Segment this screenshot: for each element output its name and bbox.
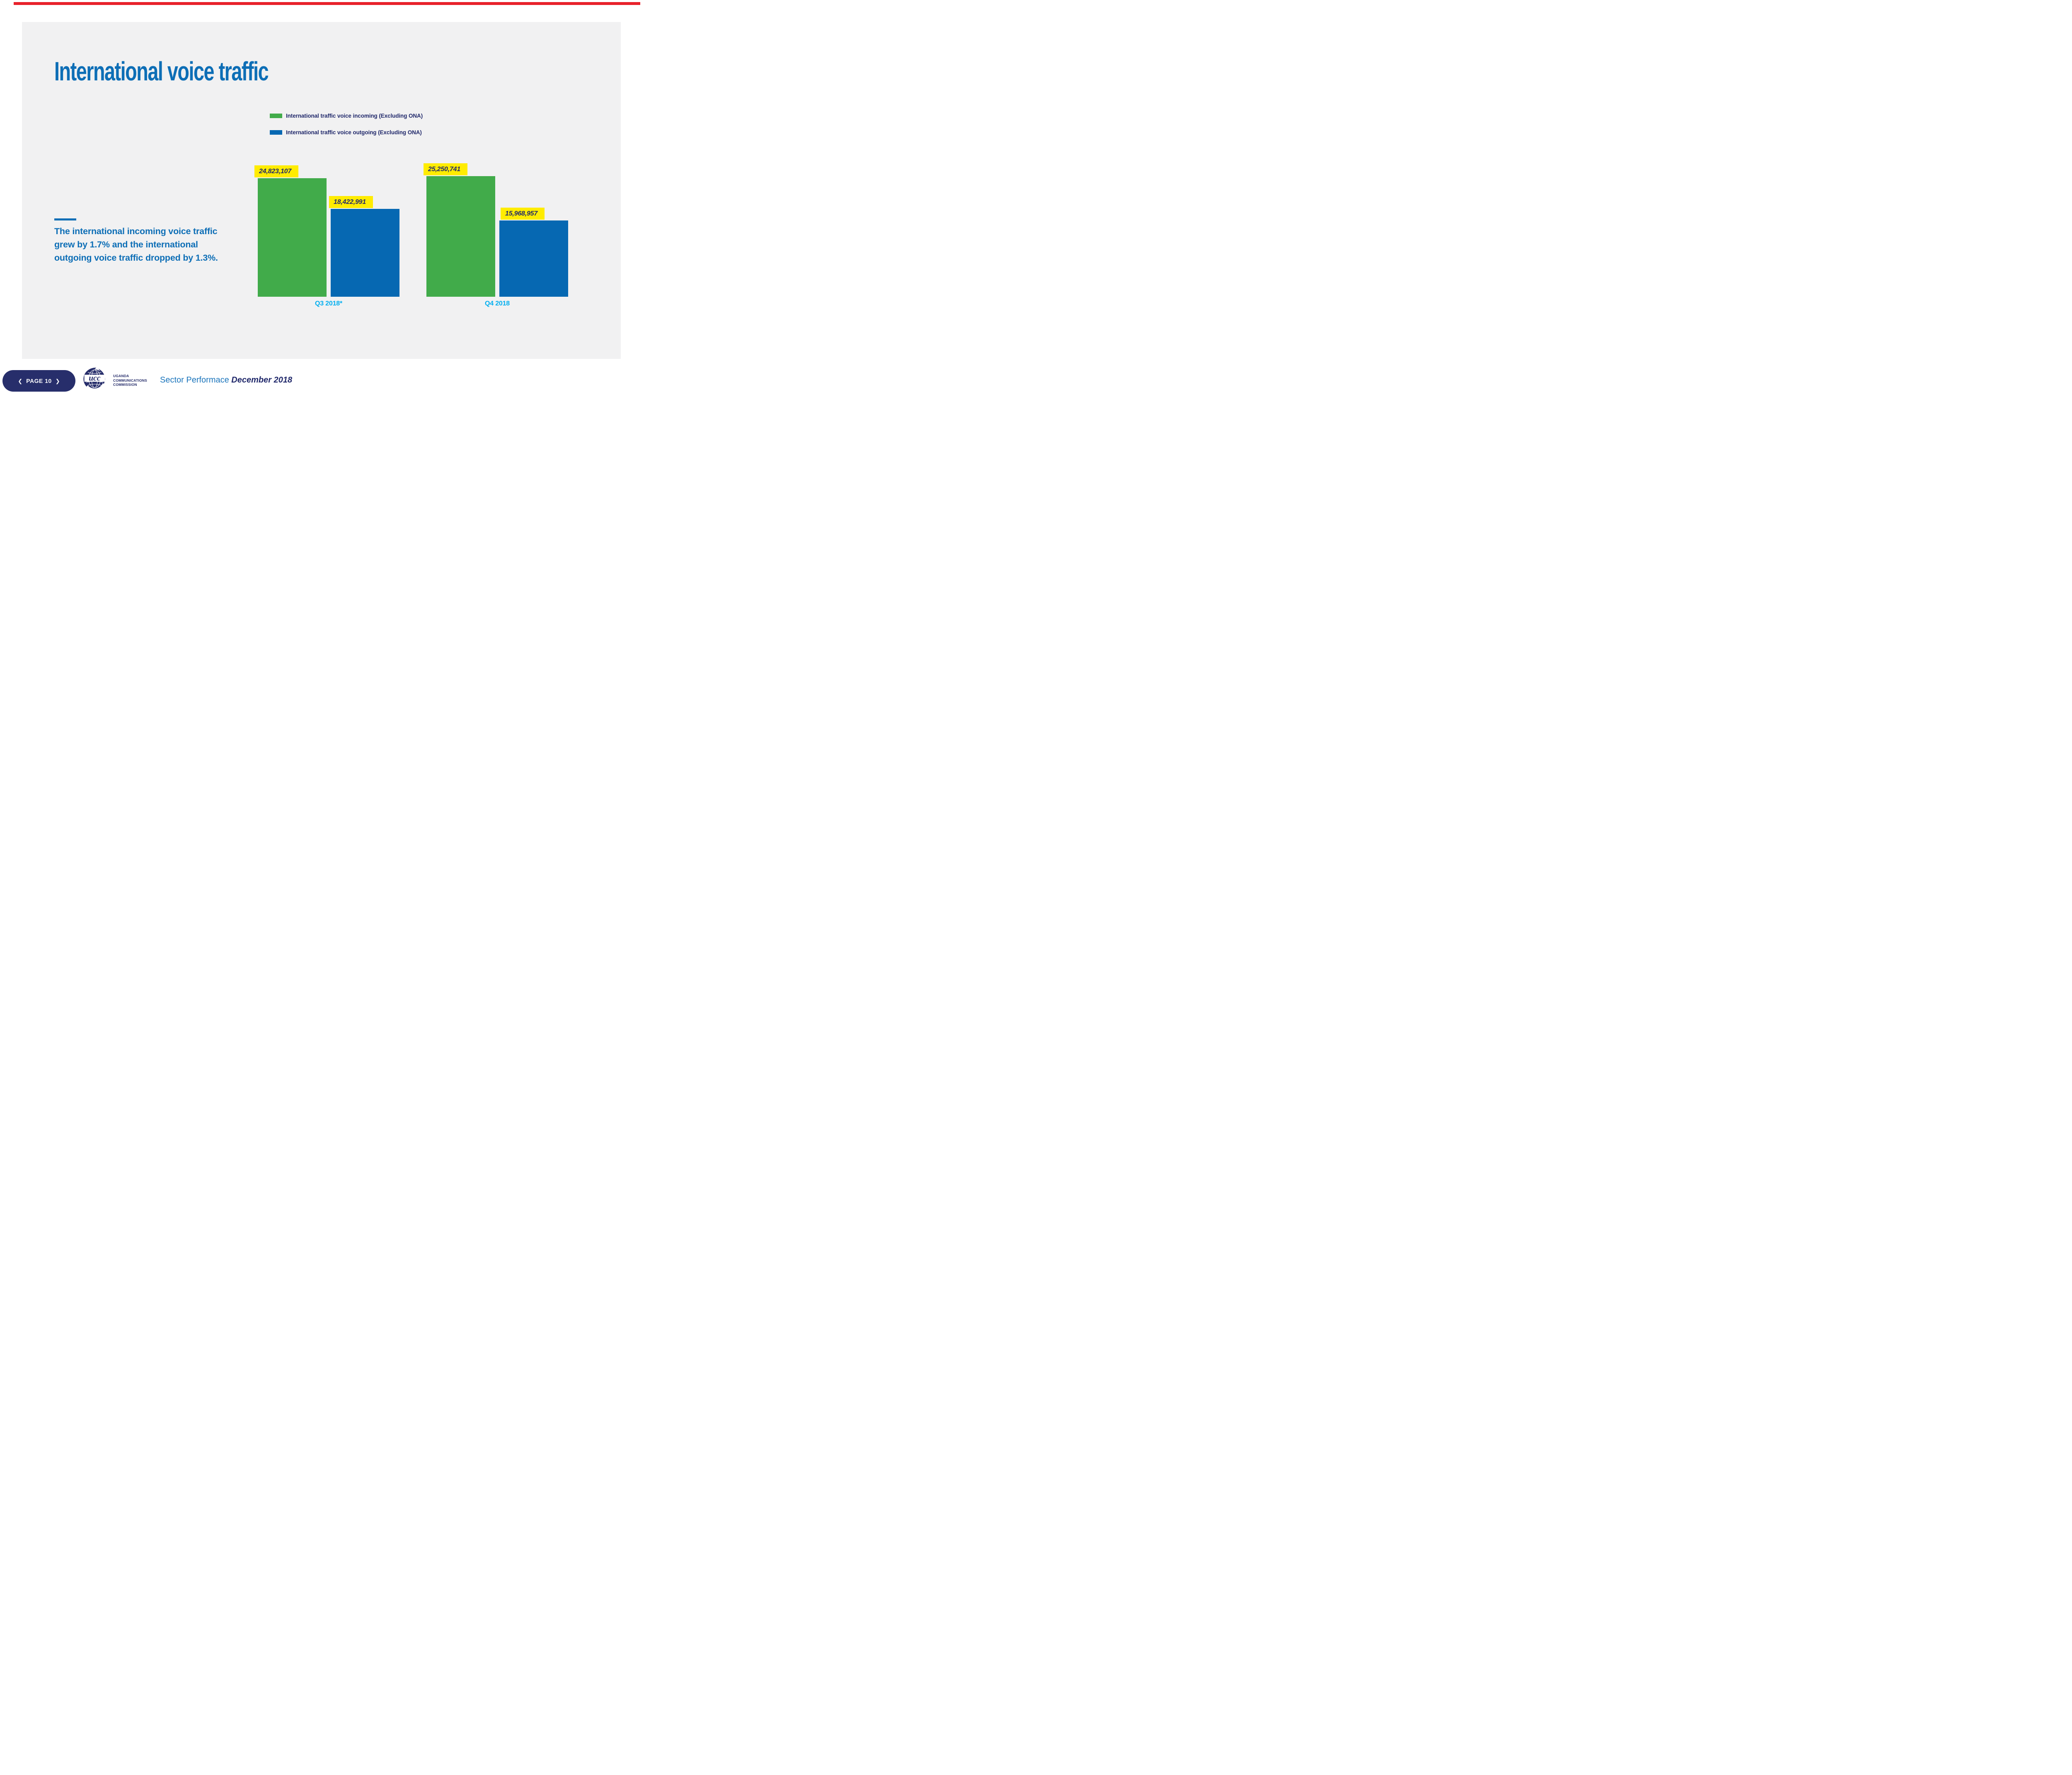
org-name-line: UGANDA [113,374,129,378]
page-title: International voice traffic [54,56,269,86]
org-name-line: COMMISSION [113,383,137,387]
bar-incoming-2 [426,176,495,297]
previous-page-icon[interactable]: ❮ [18,378,23,384]
category-label-2: Q4 2018 [485,300,510,307]
svg-text:ucc: ucc [89,374,101,383]
commentary-text: The international incoming voice traffic… [54,226,218,263]
report-caption: Sector Performace December 2018 [160,375,292,385]
bar-incoming-1 [258,178,327,297]
ucc-logo-icon: ucc [83,368,105,389]
report-caption-date: December 2018 [231,375,293,385]
bar-outgoing-1 [331,209,399,297]
bar-value-label: 25,250,741 [424,163,468,175]
bar-value-label: 15,968,957 [501,208,545,220]
legend-swatch-icon [270,113,282,118]
category-label-1: Q3 2018* [315,300,342,307]
commentary-accent-dash [54,218,76,220]
bar-value-label: 24,823,107 [254,165,299,177]
legend-label: International traffic voice outgoing (Ex… [286,129,422,136]
page-navigation[interactable]: ❮ PAGE 10 ❯ [2,370,75,392]
footer: ❮ PAGE 10 ❯ ucc UGANDA COMMUNICATIONS CO… [0,359,640,400]
bar-outgoing-2 [499,220,568,297]
legend-swatch-icon [270,130,282,135]
org-name-line: COMMUNICATIONS [113,378,147,383]
report-caption-text: Sector Performace [160,375,232,385]
page-number-label: PAGE 10 [26,378,52,384]
next-page-icon[interactable]: ❯ [55,378,60,384]
bar-chart: 24,823,107 25,250,741 18,422,991 15,968,957… [0,0,640,400]
top-red-bar [14,2,640,5]
legend-item-outgoing: International traffic voice outgoing (Ex… [270,129,423,136]
chart-legend: International traffic voice incoming (Ex… [270,113,423,146]
legend-label: International traffic voice incoming (Ex… [286,112,423,119]
org-name: UGANDA COMMUNICATIONS COMMISSION [113,374,147,387]
bar-value-label: 18,422,991 [329,196,373,208]
legend-item-incoming: International traffic voice incoming (Ex… [270,113,423,119]
